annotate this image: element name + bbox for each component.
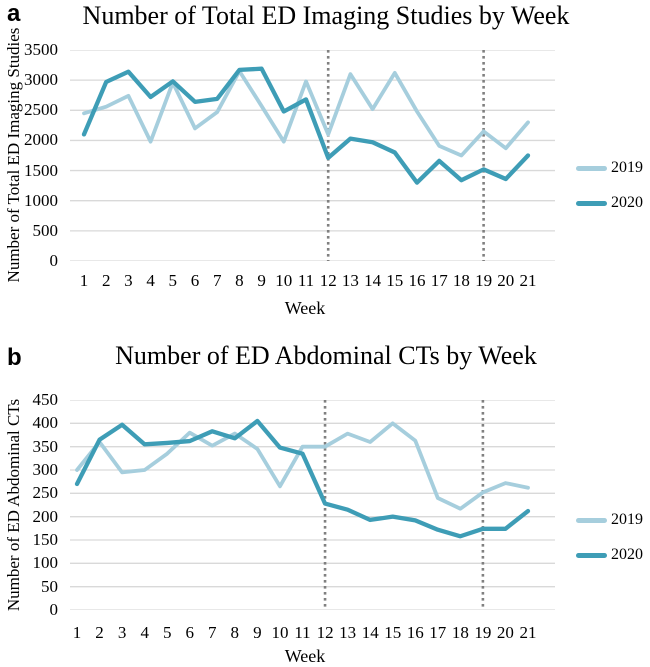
panel-b: b Number of ED Abdominal CTs by Week Num… — [0, 340, 650, 667]
series-line-2020 — [74, 418, 531, 539]
x-tick-label: 9 — [257, 271, 266, 290]
y-tick-label: 1000 — [24, 190, 58, 210]
panel-a-title: Number of Total ED Imaging Studies by We… — [82, 1, 570, 30]
legend-label-2019: 2019 — [611, 511, 643, 528]
series-line-2020 — [81, 66, 531, 185]
x-tick-label: 19 — [475, 271, 493, 290]
y-tick-label: 350 — [32, 436, 59, 456]
panel-b-letter: b — [7, 344, 22, 371]
x-tick-label: 5 — [162, 623, 172, 642]
x-tick-label: 7 — [208, 623, 217, 642]
y-tick-label: 450 — [32, 390, 59, 409]
panel-a-plot-area — [70, 50, 555, 261]
panel-b-plot-area — [70, 400, 555, 610]
x-tick-label: 13 — [341, 271, 359, 290]
legend-item-2019: 2019 — [576, 510, 643, 530]
legend-swatch-2019 — [576, 517, 607, 523]
x-tick-label: 6 — [190, 271, 200, 290]
legend-item-2020: 2020 — [576, 545, 643, 565]
x-tick-label: 2 — [95, 623, 104, 642]
panel-a-legend: 2019 2020 — [576, 158, 643, 213]
x-tick-label: 16 — [406, 623, 424, 642]
legend-label-2019: 2019 — [611, 159, 643, 176]
x-tick-label: 13 — [339, 623, 357, 642]
y-tick-label: 2500 — [24, 100, 58, 120]
x-tick-label: 8 — [230, 623, 240, 642]
x-tick-label: 1 — [72, 623, 82, 642]
x-tick-label: 7 — [212, 271, 222, 290]
x-tick-label: 14 — [364, 271, 382, 290]
x-tick-label: 17 — [430, 271, 448, 290]
x-tick-label: 10 — [271, 623, 289, 642]
x-tick-label: 12 — [316, 623, 334, 642]
legend-swatch-2020 — [576, 552, 607, 558]
legend-label-2020: 2020 — [611, 194, 643, 211]
panel-b-x-axis-title: Week — [284, 646, 326, 666]
x-tick-label: 5 — [168, 271, 178, 290]
y-tick-label: 2000 — [24, 130, 58, 150]
series-line-2019 — [75, 421, 530, 511]
x-tick-label: 21 — [519, 623, 537, 642]
x-tick-label: 9 — [253, 623, 262, 642]
y-tick-label: 300 — [32, 460, 59, 479]
x-tick-label: 1 — [79, 271, 89, 290]
y-tick-label: 0 — [49, 600, 59, 619]
y-tick-label: 250 — [32, 483, 59, 503]
panel-b-title: Number of ED Abdominal CTs by Week — [115, 341, 537, 370]
x-tick-label: 2 — [101, 271, 111, 290]
x-tick-label: 6 — [185, 623, 195, 642]
x-tick-label: 11 — [297, 271, 315, 290]
legend-item-2020: 2020 — [576, 193, 643, 213]
x-tick-label: 3 — [117, 623, 127, 642]
x-tick-label: 20 — [496, 623, 514, 642]
x-tick-label: 20 — [497, 271, 515, 290]
y-tick-label: 3000 — [24, 70, 58, 90]
panel-a-letter: a — [7, 0, 21, 27]
x-tick-label: 18 — [452, 271, 470, 290]
x-tick-label: 16 — [408, 271, 426, 290]
x-tick-label: 4 — [146, 271, 155, 290]
x-tick-label: 14 — [361, 623, 379, 642]
x-tick-label: 21 — [519, 271, 537, 290]
panel-a-x-axis-title: Week — [284, 298, 326, 318]
y-tick-label: 50 — [41, 576, 58, 596]
series-line-2019 — [82, 69, 530, 158]
y-tick-label: 3500 — [24, 40, 58, 59]
y-tick-label: 0 — [49, 251, 59, 270]
x-tick-label: 4 — [140, 623, 149, 642]
y-tick-label: 100 — [32, 553, 59, 573]
legend-item-2019: 2019 — [576, 158, 643, 178]
y-tick-label: 150 — [32, 530, 59, 549]
legend-swatch-2019 — [576, 165, 607, 171]
x-tick-label: 17 — [429, 623, 447, 642]
x-tick-label: 11 — [294, 623, 311, 642]
x-tick-label: 10 — [275, 271, 293, 290]
x-tick-label: 8 — [235, 271, 244, 290]
x-tick-label: 19 — [474, 623, 492, 642]
y-tick-label: 1500 — [24, 160, 58, 180]
y-tick-label: 500 — [32, 220, 59, 240]
panel-a: a Number of Total ED Imaging Studies by … — [4, 0, 643, 318]
y-tick-label: 400 — [32, 413, 59, 433]
panel-b-legend: 2019 2020 — [576, 510, 643, 565]
legend-swatch-2020 — [576, 200, 607, 206]
x-tick-label: 18 — [451, 623, 469, 642]
x-tick-label: 3 — [124, 271, 133, 290]
legend-label-2020: 2020 — [611, 546, 643, 563]
y-tick-label: 200 — [32, 506, 59, 526]
x-tick-label: 15 — [386, 271, 404, 290]
x-tick-label: 15 — [384, 623, 402, 642]
x-tick-label: 12 — [319, 271, 337, 290]
